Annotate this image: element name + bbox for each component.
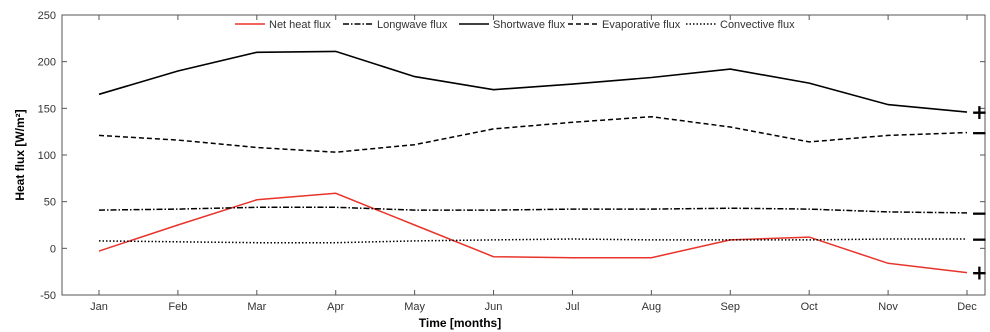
x-tick-label: May bbox=[404, 301, 425, 313]
legend-label-evaporative-flux: Evaporative flux bbox=[602, 19, 681, 31]
series-lines bbox=[98, 50, 968, 274]
flux-signs: +−+−− bbox=[971, 100, 988, 285]
x-axis-label: Time [months] bbox=[419, 316, 501, 330]
y-tick-label: 100 bbox=[38, 150, 56, 162]
x-tick-label: Oct bbox=[801, 301, 818, 313]
y-tick-label: 50 bbox=[44, 197, 56, 209]
y-tick-label: 200 bbox=[38, 57, 56, 69]
x-tick-label: Aug bbox=[642, 301, 662, 313]
x-tick-label: Nov bbox=[878, 301, 898, 313]
y-axis-ticks: -50 0 50 100 150 200 250 bbox=[38, 10, 985, 302]
x-tick-label: Sep bbox=[720, 301, 740, 313]
x-tick-label: Jun bbox=[485, 301, 503, 313]
flux-sign-evaporative-flux: − bbox=[971, 121, 988, 145]
y-tick-label: 0 bbox=[50, 243, 56, 255]
series-line-shortwave-flux bbox=[98, 50, 968, 113]
x-tick-label: Dec bbox=[957, 301, 977, 313]
y-tick-label: 150 bbox=[38, 103, 56, 115]
legend-label-longwave-flux: Longwave flux bbox=[377, 19, 448, 31]
series-line-convective-flux bbox=[98, 238, 967, 244]
flux-sign-convective-flux: − bbox=[971, 227, 988, 251]
x-axis-ticks: Jan Feb Mar Apr May Jun Jul Aug Sep Oct Nov Dec bbox=[90, 15, 977, 313]
series-line-longwave-flux bbox=[98, 206, 968, 214]
x-tick-label: Mar bbox=[247, 301, 266, 313]
series-line-evaporative-flux bbox=[98, 115, 968, 153]
flux-sign-net-heat-flux: + bbox=[971, 261, 988, 285]
x-tick-label: Jan bbox=[90, 301, 108, 313]
legend-label-shortwave-flux: Shortwave flux bbox=[493, 19, 566, 31]
x-tick-label: Feb bbox=[168, 301, 187, 313]
x-tick-label: Apr bbox=[327, 301, 344, 313]
plot-area bbox=[61, 14, 986, 296]
y-tick-label: 250 bbox=[38, 10, 56, 22]
flux-sign-shortwave-flux: + bbox=[971, 100, 988, 124]
legend-label-net-heat-flux: Net heat flux bbox=[269, 19, 331, 31]
legend-label-convective-flux: Convective flux bbox=[720, 19, 795, 31]
legend: Net heat flux Longwave flux Shortwave flux… bbox=[235, 19, 795, 31]
series-line-net-heat-flux bbox=[98, 192, 968, 274]
y-axis-label: Heat flux [W/m²] bbox=[13, 109, 27, 200]
flux-sign-longwave-flux: − bbox=[971, 201, 988, 225]
y-tick-label: -50 bbox=[40, 290, 56, 302]
x-tick-label: Jul bbox=[565, 301, 579, 313]
